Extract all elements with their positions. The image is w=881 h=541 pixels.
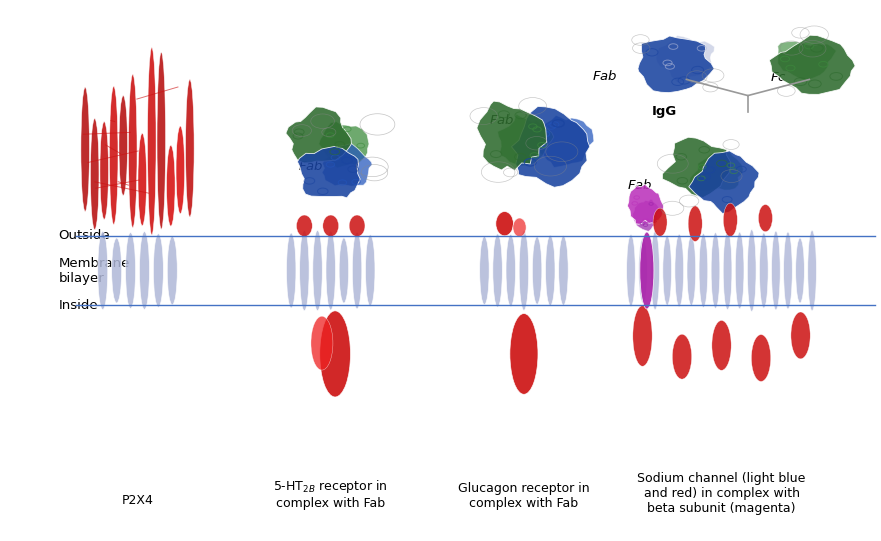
Text: Inside: Inside xyxy=(58,299,98,312)
Ellipse shape xyxy=(545,235,555,306)
Polygon shape xyxy=(663,137,730,197)
Polygon shape xyxy=(633,199,660,232)
Ellipse shape xyxy=(129,74,137,228)
Ellipse shape xyxy=(506,234,515,307)
Ellipse shape xyxy=(100,122,108,220)
Ellipse shape xyxy=(119,96,128,195)
Ellipse shape xyxy=(513,218,526,237)
Polygon shape xyxy=(689,151,759,214)
Ellipse shape xyxy=(759,233,768,308)
Polygon shape xyxy=(322,143,372,186)
Ellipse shape xyxy=(157,52,166,229)
Ellipse shape xyxy=(653,208,667,236)
Polygon shape xyxy=(477,101,546,170)
Ellipse shape xyxy=(167,236,177,305)
Ellipse shape xyxy=(663,236,671,305)
Ellipse shape xyxy=(126,233,136,308)
Ellipse shape xyxy=(626,235,635,306)
Ellipse shape xyxy=(687,235,696,306)
Ellipse shape xyxy=(633,306,652,366)
Ellipse shape xyxy=(352,232,362,309)
Ellipse shape xyxy=(723,232,732,309)
Ellipse shape xyxy=(712,320,731,370)
Polygon shape xyxy=(656,36,714,82)
Polygon shape xyxy=(512,107,589,187)
Text: Membrane
bilayer: Membrane bilayer xyxy=(58,256,130,285)
Ellipse shape xyxy=(300,230,309,311)
Ellipse shape xyxy=(772,231,781,310)
Ellipse shape xyxy=(675,234,684,307)
Ellipse shape xyxy=(723,203,737,236)
Ellipse shape xyxy=(153,234,163,307)
Ellipse shape xyxy=(532,236,542,305)
Ellipse shape xyxy=(791,312,811,359)
Text: Outside: Outside xyxy=(58,229,110,242)
Ellipse shape xyxy=(736,232,744,309)
Ellipse shape xyxy=(326,231,336,310)
Ellipse shape xyxy=(112,238,122,303)
Ellipse shape xyxy=(139,232,150,309)
Polygon shape xyxy=(319,122,369,168)
Ellipse shape xyxy=(496,212,514,236)
Text: P2X4: P2X4 xyxy=(122,494,153,507)
Ellipse shape xyxy=(286,233,296,308)
Text: Glucagon receptor in
complex with Fab: Glucagon receptor in complex with Fab xyxy=(458,482,589,510)
Ellipse shape xyxy=(109,86,118,225)
Ellipse shape xyxy=(808,230,817,311)
Ellipse shape xyxy=(639,237,648,304)
Text: $Fab$: $Fab$ xyxy=(489,113,515,127)
Ellipse shape xyxy=(176,126,185,214)
Ellipse shape xyxy=(783,232,792,309)
Ellipse shape xyxy=(651,231,660,310)
Ellipse shape xyxy=(138,133,146,226)
Polygon shape xyxy=(769,35,855,94)
Ellipse shape xyxy=(747,229,756,312)
Polygon shape xyxy=(298,147,360,198)
Text: 5-HT$_{2B}$ receptor in
complex with Fab: 5-HT$_{2B}$ receptor in complex with Fab xyxy=(273,478,389,510)
Ellipse shape xyxy=(91,118,99,229)
Polygon shape xyxy=(690,152,744,191)
Ellipse shape xyxy=(711,233,720,308)
Text: $Fab$: $Fab$ xyxy=(299,159,323,173)
Ellipse shape xyxy=(167,145,175,226)
Polygon shape xyxy=(285,107,352,163)
Ellipse shape xyxy=(313,230,322,311)
Text: Sodium channel (light blue
and red) in complex with
beta subunit (magenta): Sodium channel (light blue and red) in c… xyxy=(637,472,806,516)
Ellipse shape xyxy=(81,87,90,212)
Polygon shape xyxy=(638,36,714,93)
Ellipse shape xyxy=(479,236,489,305)
Ellipse shape xyxy=(759,204,773,232)
Polygon shape xyxy=(498,114,554,166)
Polygon shape xyxy=(778,41,836,80)
Text: $Fc$: $Fc$ xyxy=(770,71,787,84)
Ellipse shape xyxy=(510,314,538,394)
Ellipse shape xyxy=(339,238,349,303)
Polygon shape xyxy=(536,115,594,168)
Ellipse shape xyxy=(311,316,333,370)
Ellipse shape xyxy=(492,234,502,307)
Ellipse shape xyxy=(688,206,702,241)
Ellipse shape xyxy=(98,232,107,309)
Text: $Fab$: $Fab$ xyxy=(626,179,652,193)
Ellipse shape xyxy=(519,230,529,311)
Polygon shape xyxy=(627,184,663,225)
Ellipse shape xyxy=(320,311,351,397)
Ellipse shape xyxy=(147,48,156,235)
Ellipse shape xyxy=(796,238,804,303)
Ellipse shape xyxy=(349,215,365,236)
Ellipse shape xyxy=(672,334,692,379)
Ellipse shape xyxy=(366,235,375,306)
Ellipse shape xyxy=(559,236,568,305)
Ellipse shape xyxy=(699,234,707,307)
Ellipse shape xyxy=(322,215,338,236)
Ellipse shape xyxy=(186,80,194,217)
Ellipse shape xyxy=(751,334,771,381)
Text: $Fab$: $Fab$ xyxy=(591,69,617,83)
Ellipse shape xyxy=(640,232,654,309)
Text: IgG: IgG xyxy=(651,105,677,118)
Ellipse shape xyxy=(297,215,312,236)
